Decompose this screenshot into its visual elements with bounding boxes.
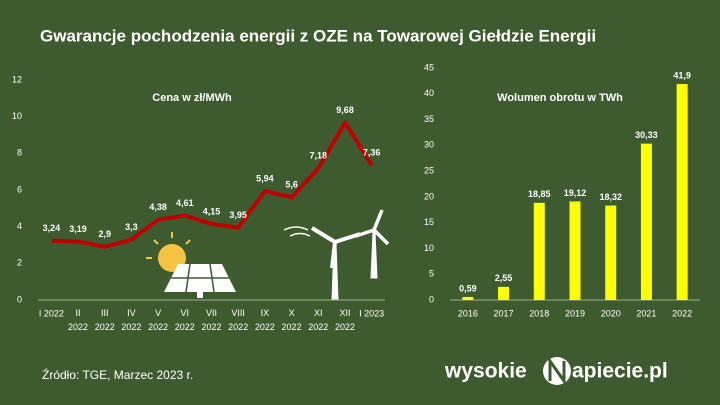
x-tick-label: II 2022 bbox=[68, 308, 88, 332]
x-tick-label: I 2022 bbox=[39, 308, 64, 318]
y-tick-label: 10 bbox=[12, 111, 22, 121]
value-label: 5,94 bbox=[256, 173, 274, 183]
x-tick-label: III 2022 bbox=[95, 308, 115, 332]
value-label: 0,59 bbox=[459, 283, 477, 293]
y-tick-label: 45 bbox=[424, 62, 434, 72]
value-label: 4,61 bbox=[176, 198, 194, 208]
value-label: 3,24 bbox=[43, 223, 61, 233]
y-tick-label: 0 bbox=[429, 294, 434, 304]
x-tick-label: VIII 2022 bbox=[228, 308, 248, 332]
value-label: 7,18 bbox=[310, 151, 328, 161]
source-note: Źródło: TGE, Marzec 2023 r. bbox=[42, 367, 193, 382]
y-tick-label: 40 bbox=[424, 88, 434, 98]
value-label: 30,33 bbox=[635, 130, 658, 140]
bar bbox=[462, 296, 474, 300]
value-label: 5,6 bbox=[285, 180, 298, 190]
x-tick-label: XI 2022 bbox=[308, 308, 328, 332]
value-label: 18,85 bbox=[528, 189, 551, 199]
y-tick-label: 8 bbox=[17, 148, 22, 158]
y-tick-label: 4 bbox=[17, 221, 22, 231]
value-label: 3,95 bbox=[229, 210, 247, 220]
value-label: 9,68 bbox=[336, 105, 354, 115]
brand-logo: wysokie apiecie.pl bbox=[444, 356, 668, 386]
y-tick-label: 10 bbox=[424, 243, 434, 253]
bar bbox=[498, 286, 510, 300]
value-label: 3,3 bbox=[125, 222, 138, 232]
x-tick-label: 2018 bbox=[529, 308, 549, 318]
brand-right: apiecie.pl bbox=[572, 360, 668, 383]
value-label: 7,36 bbox=[363, 147, 381, 157]
x-tick-label: 2020 bbox=[601, 308, 621, 318]
bar bbox=[533, 202, 545, 300]
chart-subtitle: Wolumen obrotu w TWh bbox=[497, 92, 623, 104]
y-tick-label: 30 bbox=[424, 140, 434, 150]
x-tick-label: 2017 bbox=[494, 308, 514, 318]
bar bbox=[569, 201, 581, 300]
x-tick-label: 2016 bbox=[458, 308, 478, 318]
y-tick-label: 25 bbox=[424, 165, 434, 175]
value-label: 2,55 bbox=[495, 273, 513, 283]
bar bbox=[605, 205, 617, 300]
solar-illustration bbox=[146, 232, 236, 298]
y-tick-label: 12 bbox=[12, 74, 22, 84]
x-tick-label: XII 2022 bbox=[335, 308, 355, 332]
bar bbox=[640, 143, 652, 300]
value-label: 4,38 bbox=[149, 202, 167, 212]
bar bbox=[676, 83, 688, 300]
x-tick-label: IV 2022 bbox=[121, 308, 141, 332]
x-tick-label: V 2022 bbox=[148, 308, 168, 332]
x-tick-label: IX 2022 bbox=[255, 308, 275, 332]
x-tick-label: I 2023 bbox=[359, 308, 384, 318]
y-tick-label: 35 bbox=[424, 114, 434, 124]
x-tick-label: VII 2022 bbox=[201, 308, 221, 332]
value-label: 41,9 bbox=[673, 70, 691, 80]
x-tick-label: VI 2022 bbox=[175, 308, 195, 332]
value-label: 2,9 bbox=[98, 229, 111, 239]
y-tick-label: 0 bbox=[17, 294, 22, 304]
value-label: 4,15 bbox=[203, 206, 221, 216]
x-tick-label: 2021 bbox=[636, 308, 656, 318]
y-tick-label: 2 bbox=[17, 258, 22, 268]
chart-subtitle: Cena w zł/MWh bbox=[152, 92, 232, 104]
x-tick-label: 2019 bbox=[565, 308, 585, 318]
y-tick-label: 15 bbox=[424, 217, 434, 227]
price-line bbox=[51, 120, 374, 249]
value-label: 18,32 bbox=[599, 192, 622, 202]
wind-illustration bbox=[283, 209, 390, 301]
y-tick-label: 6 bbox=[17, 184, 22, 194]
page-title: Gwarancje pochodzenia energii z OZE na T… bbox=[40, 26, 596, 45]
value-label: 3,19 bbox=[69, 224, 87, 234]
y-tick-label: 20 bbox=[424, 191, 434, 201]
y-tick-label: 5 bbox=[429, 269, 434, 279]
brand-left: wysokie bbox=[444, 360, 527, 383]
x-tick-label: 2022 bbox=[672, 308, 692, 318]
value-label: 19,12 bbox=[564, 188, 587, 198]
x-tick-label: X 2022 bbox=[282, 308, 302, 332]
